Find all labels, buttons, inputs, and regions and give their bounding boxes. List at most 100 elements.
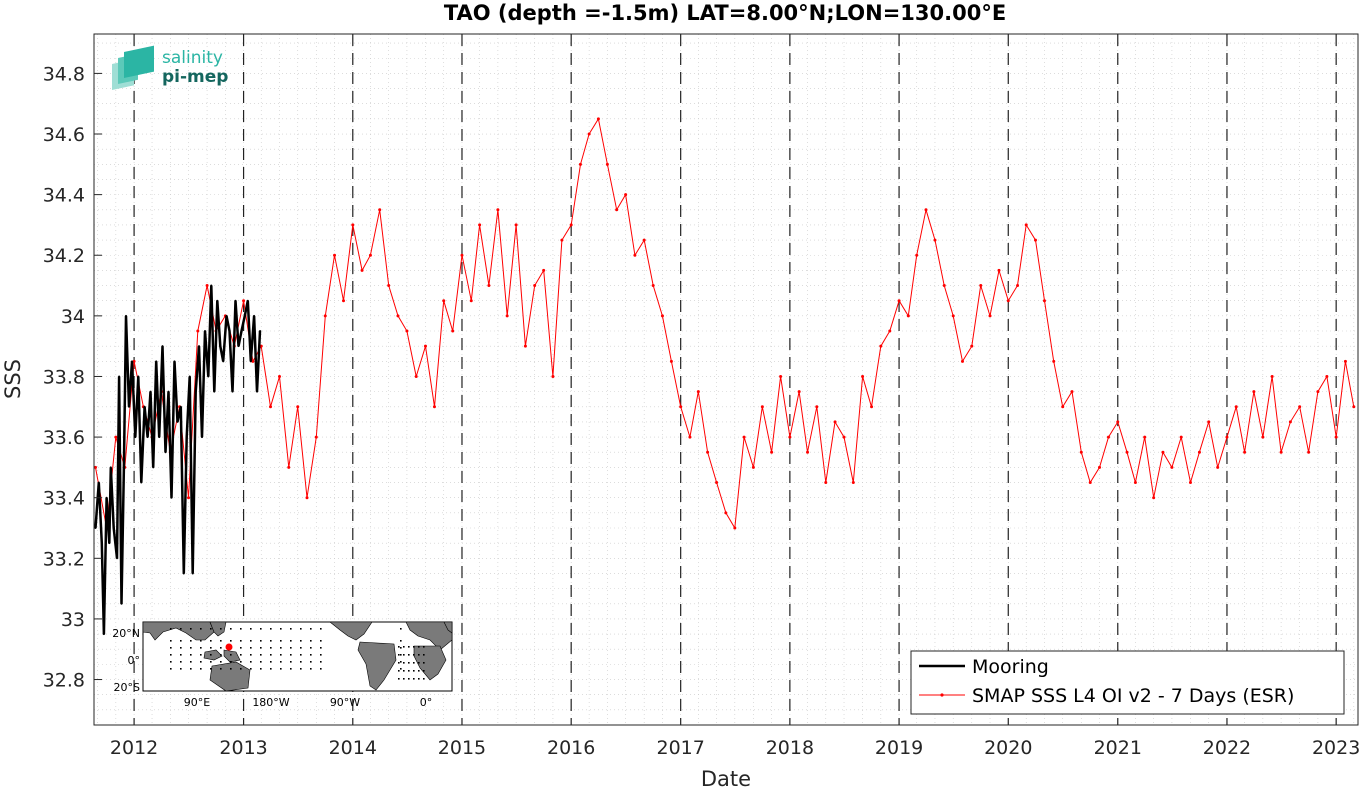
- mooring-dot: [240, 647, 242, 649]
- mooring-dot: [320, 654, 322, 656]
- mooring-data-point: [249, 360, 252, 363]
- smap-data-point: [1170, 465, 1174, 469]
- smap-data-point: [679, 405, 683, 409]
- mooring-dot: [290, 628, 292, 630]
- mooring-dot: [240, 628, 242, 630]
- smap-data-point: [1133, 481, 1137, 485]
- smap-data-point: [1352, 405, 1356, 409]
- mooring-data-point: [116, 557, 119, 560]
- smap-data-point: [651, 284, 655, 288]
- mooring-dot: [170, 654, 172, 656]
- smap-data-point: [624, 193, 628, 197]
- mooring-dot: [413, 654, 415, 656]
- mooring-data-point: [256, 390, 259, 393]
- mooring-data-point: [122, 466, 125, 469]
- mooring-dot: [300, 654, 302, 656]
- smap-data-point: [323, 314, 327, 318]
- selected-mooring-marker: [225, 643, 233, 651]
- smap-data-point: [569, 223, 573, 227]
- mooring-dot: [280, 640, 282, 642]
- mooring-dot: [200, 628, 202, 630]
- smap-data-point: [733, 526, 737, 530]
- smap-data-point: [742, 435, 746, 439]
- mooring-data-point: [210, 284, 213, 287]
- mooring-data-point: [179, 405, 182, 408]
- mooring-dot: [180, 668, 182, 670]
- mooring-dot: [400, 661, 402, 663]
- mooring-dot: [210, 661, 212, 663]
- mooring-dot: [220, 668, 222, 670]
- mooring-dot: [240, 640, 242, 642]
- mooring-dot: [408, 670, 410, 672]
- mooring-dot: [418, 678, 420, 680]
- mooring-data-point: [246, 299, 249, 302]
- mooring-dot: [320, 661, 322, 663]
- smap-data-point: [815, 405, 819, 409]
- mooring-dot: [300, 668, 302, 670]
- smap-data-point: [888, 329, 892, 333]
- smap-data-point: [587, 132, 591, 136]
- smap-data-point: [1143, 435, 1147, 439]
- mooring-dot: [250, 647, 252, 649]
- mooring-dot: [398, 646, 400, 648]
- x-tick-label: 2015: [438, 737, 486, 759]
- smap-data-point: [915, 253, 919, 257]
- smap-data-point: [1234, 405, 1238, 409]
- mooring-dot: [220, 647, 222, 649]
- logo-mark-icon: [112, 45, 154, 90]
- smap-data-point: [1197, 450, 1201, 454]
- x-tick-label: 2022: [1203, 737, 1251, 759]
- mooring-dot: [320, 628, 322, 630]
- year-divider-lines: [133, 34, 1337, 725]
- mooring-data-point: [94, 527, 97, 530]
- mooring-dot: [240, 654, 242, 656]
- mooring-data-point: [213, 390, 216, 393]
- mooring-dot: [413, 678, 415, 680]
- smap-data-point: [551, 374, 555, 378]
- mooring-dot: [418, 670, 420, 672]
- smap-data-point: [1279, 450, 1283, 454]
- smap-data-point: [1033, 238, 1037, 242]
- mooring-dot: [423, 678, 425, 680]
- mooring-data-point: [143, 405, 146, 408]
- smap-data-point: [342, 299, 346, 303]
- mooring-dot: [250, 668, 252, 670]
- legend-marker-smap: [940, 693, 944, 697]
- mooring-data-point: [112, 527, 115, 530]
- legend-label-mooring: Mooring: [972, 656, 1049, 678]
- smap-data-point: [533, 284, 537, 288]
- smap-data-point: [696, 390, 700, 394]
- mooring-data-point: [130, 360, 133, 363]
- mooring-dot: [423, 670, 425, 672]
- mooring-dot: [290, 640, 292, 642]
- smap-data-point: [1334, 435, 1338, 439]
- smap-data-point: [997, 268, 1001, 272]
- mooring-data-point: [97, 481, 100, 484]
- mooring-dot: [220, 640, 222, 642]
- mooring-data-point: [219, 345, 222, 348]
- smap-data-point: [615, 208, 619, 212]
- mooring-dot: [240, 668, 242, 670]
- inset-lon-label: 0°: [420, 696, 433, 709]
- mooring-dot: [300, 647, 302, 649]
- smap-data-point: [924, 208, 928, 212]
- mooring-data-point: [152, 466, 155, 469]
- smap-data-point: [1316, 390, 1320, 394]
- legend: Mooring SMAP SSS L4 OI v2 - 7 Days (ESR): [910, 650, 1345, 715]
- mooring-data-point: [158, 436, 161, 439]
- smap-data-point: [960, 359, 964, 363]
- mooring-dot: [398, 670, 400, 672]
- y-axis-label: SSS: [1, 359, 25, 399]
- mooring-data-point: [198, 345, 201, 348]
- mooring-data-point: [164, 451, 167, 454]
- smap-data-point: [1152, 496, 1156, 500]
- smap-data-point: [660, 314, 664, 318]
- smap-data-point: [770, 450, 774, 454]
- smap-data-point: [196, 329, 200, 333]
- mooring-dot: [180, 628, 182, 630]
- mooring-dot: [170, 661, 172, 663]
- smap-data-point: [1188, 481, 1192, 485]
- mooring-dot: [290, 647, 292, 649]
- smap-data-point: [1052, 359, 1056, 363]
- smap-data-point: [688, 435, 692, 439]
